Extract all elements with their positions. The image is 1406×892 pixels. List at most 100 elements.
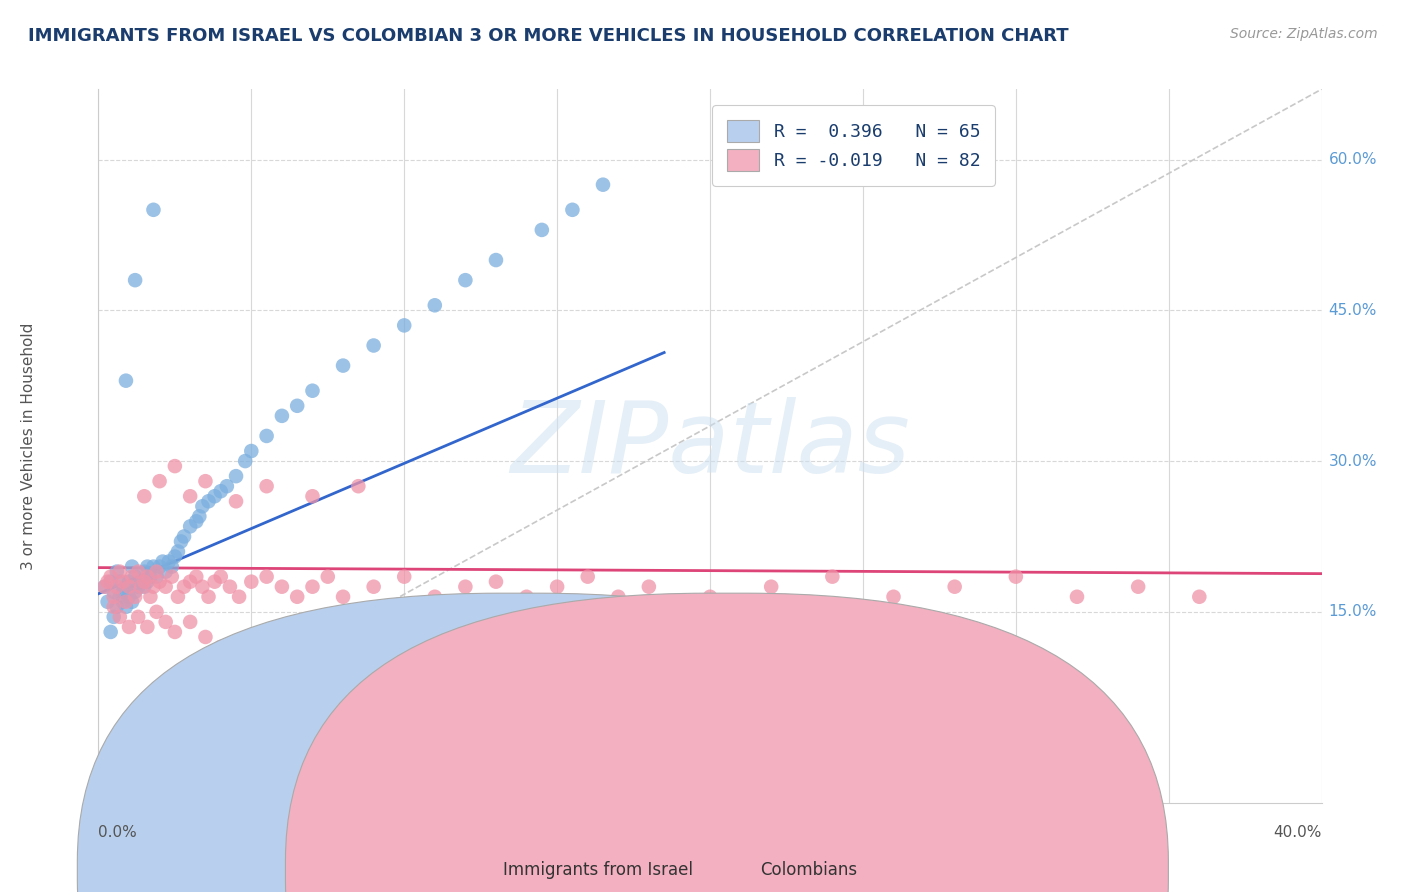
Point bbox=[167, 544, 190, 558]
Point bbox=[163, 549, 186, 564]
Point bbox=[209, 484, 232, 499]
Point bbox=[149, 559, 172, 574]
Point bbox=[516, 590, 538, 604]
Point bbox=[197, 590, 219, 604]
Point bbox=[108, 610, 131, 624]
Point bbox=[363, 580, 385, 594]
Point bbox=[546, 580, 568, 594]
Point bbox=[392, 660, 416, 674]
Point bbox=[256, 569, 278, 583]
Point bbox=[204, 489, 226, 503]
Point bbox=[155, 615, 177, 629]
Point bbox=[134, 580, 156, 594]
Point bbox=[108, 590, 131, 604]
Point bbox=[392, 318, 416, 333]
Text: Immigrants from Israel: Immigrants from Israel bbox=[502, 861, 693, 879]
Text: Source: ZipAtlas.com: Source: ZipAtlas.com bbox=[1230, 27, 1378, 41]
Point bbox=[179, 519, 201, 533]
Point bbox=[142, 559, 165, 574]
Point bbox=[256, 429, 278, 443]
Point bbox=[332, 359, 354, 373]
Text: 60.0%: 60.0% bbox=[1329, 152, 1376, 167]
Point bbox=[149, 574, 172, 589]
Point bbox=[240, 444, 263, 458]
Point bbox=[530, 223, 553, 237]
Point bbox=[152, 555, 174, 569]
Point bbox=[93, 580, 115, 594]
Point bbox=[485, 574, 508, 589]
Point bbox=[127, 565, 149, 579]
Point bbox=[97, 595, 120, 609]
Point bbox=[145, 605, 167, 619]
Point bbox=[240, 574, 263, 589]
Point bbox=[115, 595, 138, 609]
Point bbox=[118, 574, 141, 589]
Point bbox=[111, 574, 134, 589]
Point bbox=[155, 580, 177, 594]
Point bbox=[1066, 590, 1088, 604]
Point bbox=[186, 515, 208, 529]
Text: ZIPatlas: ZIPatlas bbox=[510, 398, 910, 494]
Point bbox=[115, 580, 138, 594]
Text: 3 or more Vehicles in Household: 3 or more Vehicles in Household bbox=[21, 322, 35, 570]
Point bbox=[285, 399, 308, 413]
Point bbox=[363, 338, 385, 352]
Point bbox=[186, 569, 208, 583]
Point bbox=[134, 565, 156, 579]
Legend: R =  0.396   N = 65, R = -0.019   N = 82: R = 0.396 N = 65, R = -0.019 N = 82 bbox=[711, 105, 994, 186]
Point bbox=[163, 459, 186, 474]
Point bbox=[592, 178, 614, 192]
Point bbox=[118, 580, 141, 594]
Point bbox=[204, 574, 226, 589]
Point bbox=[240, 650, 263, 665]
Point bbox=[134, 489, 156, 503]
Point bbox=[215, 479, 238, 493]
Point bbox=[332, 590, 354, 604]
Point bbox=[423, 590, 446, 604]
Point bbox=[228, 590, 250, 604]
Point bbox=[157, 555, 180, 569]
Point bbox=[225, 494, 247, 508]
Point bbox=[121, 559, 143, 574]
Point bbox=[285, 590, 308, 604]
Point bbox=[121, 595, 143, 609]
Point bbox=[332, 655, 354, 669]
Point bbox=[270, 660, 292, 674]
Text: IMMIGRANTS FROM ISRAEL VS COLOMBIAN 3 OR MORE VEHICLES IN HOUSEHOLD CORRELATION : IMMIGRANTS FROM ISRAEL VS COLOMBIAN 3 OR… bbox=[28, 27, 1069, 45]
Point bbox=[347, 479, 370, 493]
Point bbox=[103, 599, 125, 614]
Point bbox=[155, 565, 177, 579]
Point bbox=[270, 409, 292, 423]
Point bbox=[485, 253, 508, 268]
Point bbox=[121, 569, 143, 583]
Point bbox=[111, 595, 134, 609]
Text: 0.0%: 0.0% bbox=[98, 825, 138, 840]
Point bbox=[607, 590, 630, 604]
Point bbox=[97, 574, 120, 589]
Point bbox=[883, 590, 905, 604]
Point bbox=[699, 590, 721, 604]
Text: 15.0%: 15.0% bbox=[1329, 605, 1376, 619]
Point bbox=[105, 565, 128, 579]
Point bbox=[160, 569, 183, 583]
Point bbox=[233, 454, 256, 468]
Point bbox=[301, 489, 323, 503]
Point bbox=[118, 590, 141, 604]
Point bbox=[191, 500, 214, 514]
Point bbox=[576, 569, 599, 583]
Text: 40.0%: 40.0% bbox=[1274, 825, 1322, 840]
Text: 45.0%: 45.0% bbox=[1329, 302, 1376, 318]
Text: Colombians: Colombians bbox=[759, 861, 858, 879]
Point bbox=[194, 474, 217, 488]
Point bbox=[100, 574, 122, 589]
Point bbox=[1004, 569, 1026, 583]
Point bbox=[167, 590, 190, 604]
Point bbox=[821, 569, 844, 583]
Point bbox=[454, 580, 477, 594]
Point bbox=[316, 569, 339, 583]
Point bbox=[115, 599, 138, 614]
Point bbox=[423, 298, 446, 312]
Point bbox=[100, 569, 122, 583]
Point bbox=[454, 273, 477, 287]
Point bbox=[142, 580, 165, 594]
